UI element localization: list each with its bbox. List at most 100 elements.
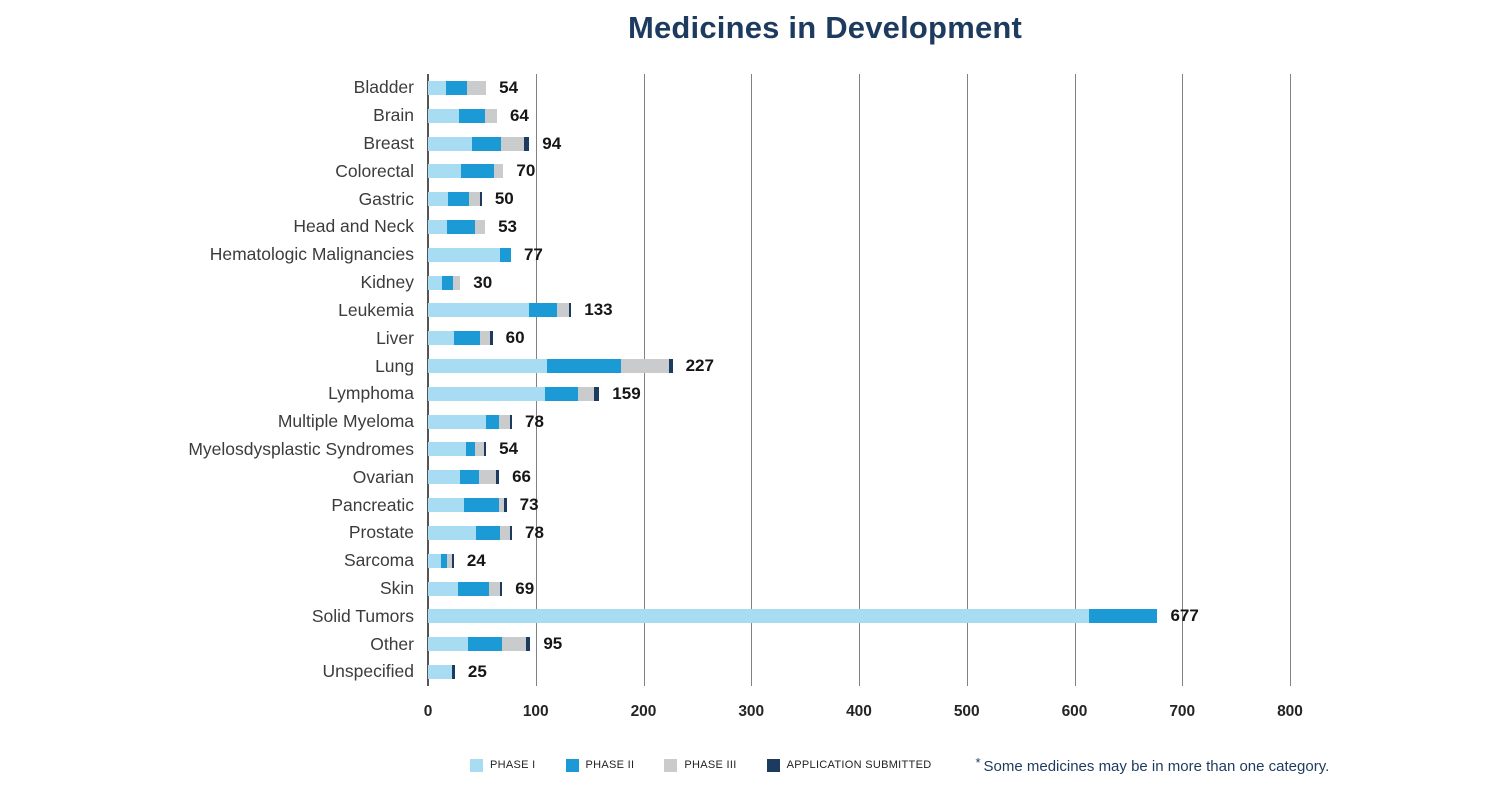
x-tick-label: 300 [738, 703, 765, 720]
bar-segment-phase-iii [493, 164, 504, 179]
bar-segment-application-submitted [451, 664, 455, 679]
legend-label: PHASE III [684, 759, 737, 771]
bar-segment-phase-i [428, 192, 449, 207]
category-label: Ovarian [352, 466, 414, 487]
bar-segment-phase-i [428, 164, 462, 179]
x-axis: 0 100 200 300 400 500 600 700 800 [424, 703, 1303, 727]
bar: 66 [428, 468, 531, 485]
bar: 54 [428, 79, 518, 96]
bar-segment-phase-iii [485, 108, 497, 123]
bar: 677 [428, 607, 1199, 624]
bar-segment-phase-i [428, 247, 501, 262]
bar-value-label: 64 [509, 105, 529, 125]
bar-segment-phase-ii [463, 498, 500, 513]
bar-value-label: 78 [525, 411, 544, 431]
bar-value-label: 53 [498, 216, 517, 236]
category-label: Kidney [360, 272, 414, 293]
chart-row: Lung 227 [0, 352, 1500, 380]
bar-segment-phase-i [428, 414, 487, 429]
bar-segment-phase-i [428, 108, 460, 123]
bar-value-label: 159 [612, 383, 641, 403]
x-tick-label: 100 [522, 703, 549, 720]
bar-value-label: 70 [516, 161, 536, 181]
gridline-600 [1074, 74, 1076, 686]
bar-segment-application-submitted [484, 442, 487, 457]
chart-title: Medicines in Development [627, 10, 1023, 45]
legend-swatch-application-submitted-icon [766, 758, 780, 772]
bar-segment-phase-ii [442, 275, 453, 290]
bar-segment-application-submitted [669, 359, 673, 374]
category-label: Unspecified [322, 661, 414, 682]
category-label: Gastric [358, 188, 414, 209]
bar-segment-phase-iii [468, 192, 480, 207]
bar-segment-phase-i [428, 470, 461, 485]
bar-segment-phase-i [428, 609, 1089, 624]
bar: 69 [428, 580, 534, 597]
bar-segment-phase-ii [453, 331, 480, 346]
category-label: Hematologic Malignancies [209, 244, 414, 265]
category-label: Other [370, 633, 414, 654]
bar: 70 [428, 161, 536, 181]
chart-row: Prostate 78 [0, 519, 1500, 547]
chart-row: Myelosdysplastic Syndromes 54 [0, 436, 1500, 464]
bar-segment-phase-i [428, 359, 547, 374]
category-label: Lymphoma [328, 383, 414, 404]
bar-segment-phase-iii [466, 80, 487, 95]
legend-item-phase-iii: PHASE III [664, 758, 737, 772]
bar-segment-phase-i [428, 80, 447, 95]
bar-segment-application-submitted [500, 581, 503, 596]
chart-row: Bladder 54 [0, 74, 1500, 102]
bar-segment-phase-i [428, 136, 473, 151]
footnote-asterisk: * [975, 755, 981, 770]
bar-segment-application-submitted [495, 470, 500, 485]
bar: 53 [428, 216, 517, 236]
gridline-800 [1290, 74, 1291, 686]
bar-segment-phase-ii [461, 164, 494, 179]
bar-segment-phase-ii [500, 247, 511, 262]
chart-row: Colorectal 70 [0, 157, 1500, 185]
category-label: Bladder [353, 77, 414, 98]
bar-segment-phase-i [428, 442, 466, 457]
bar-segment-phase-iii [447, 553, 452, 568]
bar-segment-application-submitted [504, 498, 507, 513]
x-tick-label: 700 [1169, 703, 1196, 720]
chart-row: Unspecified 25 [0, 658, 1500, 686]
chart-row: Liver 60 [0, 324, 1500, 352]
footnote-text: Some medicines may be in more than one c… [983, 758, 1330, 775]
bar-segment-phase-ii [447, 219, 476, 234]
chart-row: Ovarian 66 [0, 463, 1500, 491]
bar-value-label: 24 [466, 550, 486, 570]
category-label: Myelosdysplastic Syndromes [188, 438, 414, 459]
bar-segment-application-submitted [509, 525, 513, 540]
legend-swatch-phase-i-icon [470, 758, 483, 772]
category-label: Skin [379, 578, 414, 599]
bar-value-label: 78 [525, 522, 544, 542]
gridline-0 [427, 74, 429, 686]
chart-row: Gastric 50 [0, 185, 1500, 213]
category-label: Sarcoma [343, 550, 414, 571]
bar-value-label: 60 [505, 328, 525, 348]
gridline-300 [751, 74, 753, 686]
bar-segment-phase-i [428, 525, 477, 540]
bar-segment-application-submitted [509, 414, 512, 429]
category-label: Solid Tumors [311, 605, 414, 626]
bar-segment-application-submitted [569, 303, 572, 318]
category-label: Colorectal [335, 160, 414, 181]
bar: 133 [428, 301, 613, 318]
bar: 77 [428, 246, 543, 263]
bar: 227 [428, 357, 714, 374]
bar-segment-phase-iii [502, 637, 527, 652]
bar: 159 [428, 383, 641, 403]
gridline-500 [966, 74, 968, 686]
bar-segment-phase-i [428, 275, 442, 290]
category-label: Pancreatic [331, 494, 414, 515]
bar: 50 [428, 190, 514, 207]
bar-segment-phase-i [428, 498, 464, 513]
bar-value-label: 73 [519, 495, 539, 515]
chart-row: Lymphoma 159 [0, 380, 1500, 408]
bar-segment-phase-ii [460, 470, 479, 485]
footnote: * Some medicines may be in more than one … [975, 755, 1329, 775]
bar: 78 [428, 411, 544, 431]
chart-row: Solid Tumors 677 [0, 602, 1500, 630]
